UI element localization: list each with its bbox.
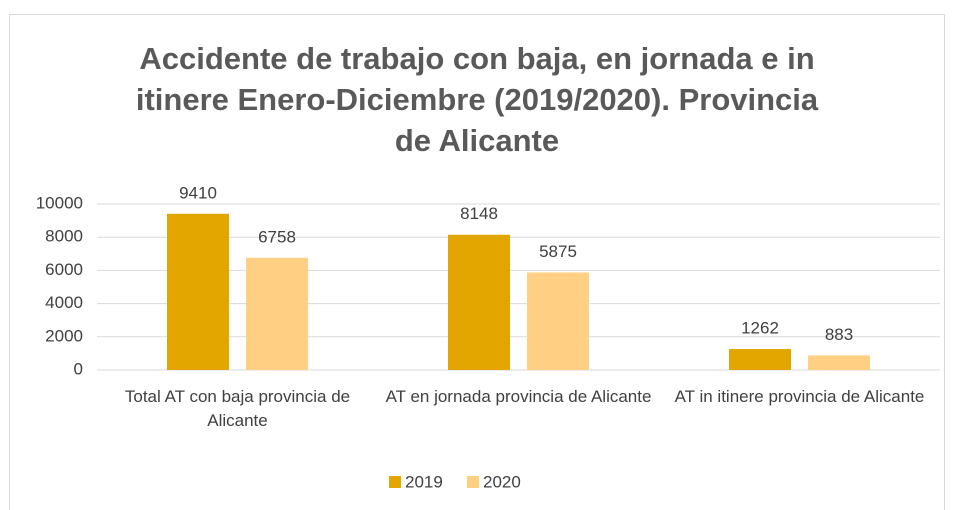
data-label: 5875: [539, 242, 577, 261]
bar: [527, 272, 589, 370]
x-tick-label: Total AT con baja provincia de Alicante: [124, 387, 351, 430]
y-tick-label: 8000: [45, 227, 83, 246]
y-tick-label: 6000: [45, 260, 83, 279]
data-label: 1262: [741, 319, 779, 338]
data-label: 883: [825, 325, 853, 344]
chart-title: Accidente de trabajo con baja, en jornad…: [135, 41, 819, 158]
bar: [448, 234, 510, 370]
y-tick-label: 10000: [36, 193, 83, 212]
bar: [246, 257, 308, 370]
data-label: 6758: [258, 227, 296, 246]
legend-swatch: [467, 476, 479, 488]
data-label: 9410: [179, 183, 217, 202]
y-tick-label: 0: [74, 359, 83, 378]
bar: [729, 349, 791, 370]
legend-label: 2020: [483, 472, 521, 491]
bar: [167, 213, 229, 370]
x-tick-label: AT in itinere provincia de Alicante: [674, 387, 925, 406]
x-tick-label: AT en jornada provincia de Alicante: [385, 387, 652, 406]
bar: [808, 355, 870, 370]
y-tick-label: 4000: [45, 293, 83, 312]
legend-label: 2019: [405, 472, 443, 491]
data-label: 8148: [460, 204, 498, 223]
y-tick-label: 2000: [45, 326, 83, 345]
legend-swatch: [389, 476, 401, 488]
